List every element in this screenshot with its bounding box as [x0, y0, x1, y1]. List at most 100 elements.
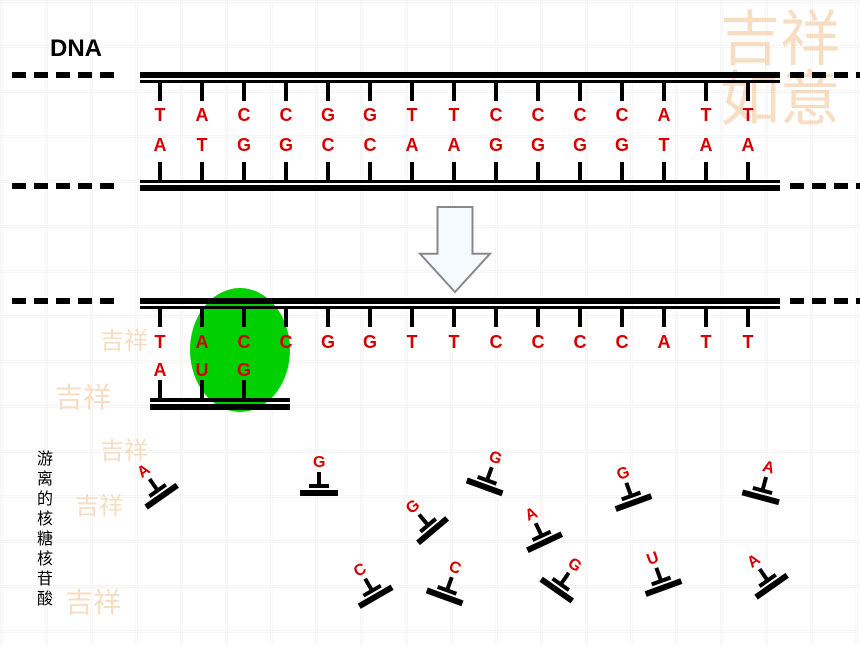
base-tick [284, 162, 288, 180]
base-letter: G [318, 332, 338, 353]
base-tick [326, 309, 330, 327]
base-letter: A [444, 135, 464, 156]
base-letter: A [402, 135, 422, 156]
base-tick [494, 83, 498, 101]
base-letter: T [402, 332, 422, 353]
base-letter: T [150, 332, 170, 353]
dna-strand-line [140, 185, 780, 191]
base-tick [578, 309, 582, 327]
strand-dash [12, 183, 114, 189]
base-tick [410, 83, 414, 101]
base-letter: G [276, 135, 296, 156]
base-tick [704, 83, 708, 101]
base-tick [704, 309, 708, 327]
base-letter: A [150, 360, 170, 381]
base-tick [284, 83, 288, 101]
base-letter: T [444, 105, 464, 126]
base-tick [746, 309, 750, 327]
base-letter: A [696, 135, 716, 156]
base-tick [452, 162, 456, 180]
base-tick [368, 83, 372, 101]
base-tick [662, 83, 666, 101]
base-tick [746, 83, 750, 101]
base-tick [452, 309, 456, 327]
base-letter: T [696, 105, 716, 126]
base-letter: A [192, 332, 212, 353]
free-nucleotides-label: 游离的核糖核苷酸 [30, 450, 54, 610]
base-letter: G [360, 332, 380, 353]
dna-strand-line [140, 298, 780, 304]
base-letter: C [234, 332, 254, 353]
background-grid [0, 0, 860, 645]
dna-strand-line [140, 80, 780, 83]
base-tick [410, 162, 414, 180]
base-letter: A [654, 332, 674, 353]
base-tick [158, 83, 162, 101]
base-tick [410, 309, 414, 327]
base-tick [494, 309, 498, 327]
base-tick [242, 162, 246, 180]
base-letter: G [486, 135, 506, 156]
free-nucleotide: G [300, 460, 340, 500]
dna-strand-line [150, 398, 290, 402]
base-letter: A [654, 105, 674, 126]
base-tick [578, 162, 582, 180]
base-letter: T [402, 105, 422, 126]
nucleotide-base-letter: G [313, 454, 325, 472]
base-tick [242, 83, 246, 101]
base-letter: G [234, 135, 254, 156]
base-letter: C [360, 135, 380, 156]
base-letter: T [150, 105, 170, 126]
base-tick [284, 309, 288, 327]
base-letter: A [738, 135, 758, 156]
base-tick [242, 309, 246, 327]
base-letter: C [276, 332, 296, 353]
base-tick [326, 83, 330, 101]
base-tick [158, 380, 162, 398]
base-tick [662, 309, 666, 327]
base-letter: U [192, 360, 212, 381]
base-tick [536, 83, 540, 101]
base-letter: T [738, 105, 758, 126]
base-letter: C [528, 332, 548, 353]
base-tick [158, 309, 162, 327]
base-tick [158, 162, 162, 180]
base-letter: C [570, 105, 590, 126]
base-letter: T [696, 332, 716, 353]
base-letter: C [528, 105, 548, 126]
base-letter: C [612, 105, 632, 126]
base-letter: G [528, 135, 548, 156]
strand-dash [790, 72, 860, 78]
base-tick [620, 309, 624, 327]
dna-title: DNA [50, 35, 102, 63]
base-letter: C [486, 105, 506, 126]
base-tick [200, 83, 204, 101]
base-letter: G [318, 105, 338, 126]
base-tick [536, 309, 540, 327]
base-tick [200, 162, 204, 180]
strand-dash [12, 298, 114, 304]
base-letter: C [318, 135, 338, 156]
dna-strand-line [140, 306, 780, 309]
base-tick [326, 162, 330, 180]
base-tick [746, 162, 750, 180]
base-letter: C [234, 105, 254, 126]
dna-strand-line [140, 180, 780, 183]
base-letter: G [612, 135, 632, 156]
base-tick [704, 162, 708, 180]
dna-strand-line [140, 72, 780, 78]
base-letter: C [570, 332, 590, 353]
base-letter: T [192, 135, 212, 156]
base-letter: C [276, 105, 296, 126]
base-letter: T [738, 332, 758, 353]
strand-dash [790, 298, 860, 304]
base-tick [620, 162, 624, 180]
base-letter: G [570, 135, 590, 156]
base-letter: C [486, 332, 506, 353]
base-letter: G [360, 105, 380, 126]
dna-strand-line [150, 404, 290, 410]
base-tick [452, 83, 456, 101]
base-tick [578, 83, 582, 101]
base-letter: C [612, 332, 632, 353]
base-tick [620, 83, 624, 101]
